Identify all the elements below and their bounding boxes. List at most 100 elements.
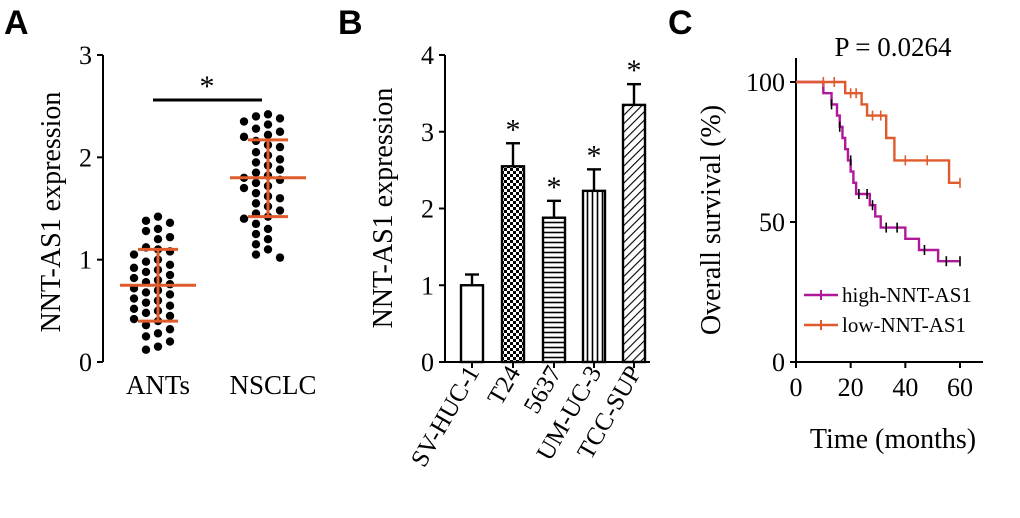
panel-a-point	[165, 232, 175, 242]
panel-c-xtick-label: 0	[790, 373, 803, 402]
panel-b-significance-star: *	[547, 171, 562, 204]
legend-high-label: high-NNT-AS1	[842, 283, 972, 307]
panel-c-xtick-label: 40	[892, 373, 918, 402]
panel-a-scatter: NNT-AS1 expression ANTs NSCLC * 0 1 2 3	[36, 41, 317, 400]
panel-a-point	[275, 127, 285, 136]
panel-a-ytick-label: 1	[79, 246, 92, 275]
panel-c-xtick-label: 20	[838, 373, 864, 402]
panel-a-point	[129, 263, 139, 273]
panel-a-point	[129, 273, 139, 283]
panel-a-point	[275, 142, 285, 152]
panel-a-ytick-label: 2	[79, 143, 92, 172]
panel-a-point	[165, 337, 175, 346]
panel-a-point	[129, 294, 139, 303]
panel-c-xtick-label: 60	[947, 373, 973, 402]
panel-a-point	[141, 267, 151, 277]
panel-a-point	[251, 219, 261, 229]
panel-a-point	[129, 304, 139, 313]
panel-a-point	[141, 345, 151, 354]
panel-a-point	[141, 332, 151, 341]
panel-b-bar: NNT-AS1 expression 01234SV-HUC-1*T24*563…	[368, 41, 650, 472]
panel-b-xtick-label: SV-HUC-1	[406, 362, 485, 472]
panel-a-point	[165, 311, 175, 321]
panel-b-ytick-label: 3	[421, 118, 434, 147]
panel-a-point	[251, 178, 261, 188]
panel-b-bar-4	[581, 189, 607, 364]
panel-a-point	[141, 308, 151, 318]
panel-a-point	[263, 235, 273, 244]
panel-a-point	[141, 226, 151, 236]
panel-a-point	[165, 260, 175, 269]
panel-a-point	[153, 224, 163, 234]
panel-a-point	[153, 329, 163, 338]
panel-a-ylabel: NNT-AS1 expression	[36, 92, 67, 333]
panel-b-bar-2	[500, 165, 526, 364]
panel-b-letter: B	[338, 4, 363, 42]
panel-b-ytick-label: 0	[421, 348, 434, 377]
panel-b-ylabel: NNT-AS1 expression	[368, 88, 399, 329]
panel-a-point	[141, 257, 151, 266]
panel-a-point	[263, 120, 273, 129]
panel-a-point	[251, 240, 261, 249]
panel-c-xlabel: Time (months)	[810, 424, 976, 455]
panel-a-point	[275, 114, 285, 123]
panel-a-point	[275, 155, 285, 164]
panel-b-bar-1	[459, 284, 485, 364]
panel-a-point	[251, 112, 261, 121]
panel-a-point	[141, 320, 151, 330]
panel-a-point	[239, 183, 249, 193]
panel-c-survival: P = 0.0264 Overall survival (%) Time (mo…	[696, 32, 983, 455]
panel-a-point	[251, 199, 261, 208]
panel-b-bar-5	[621, 103, 647, 364]
legend-low-label: low-NNT-AS1	[842, 313, 966, 337]
panel-a-point	[239, 132, 249, 142]
panel-a-point	[153, 342, 163, 351]
panel-a-point	[251, 124, 261, 133]
panel-a-point	[251, 168, 261, 177]
panel-a-point	[129, 250, 139, 259]
panel-a-point	[165, 270, 175, 280]
panel-a-point	[165, 325, 175, 334]
panel-a-letter: A	[4, 4, 29, 42]
panel-a-point	[251, 148, 261, 157]
panel-a-point	[275, 253, 285, 262]
panel-c-letter: C	[668, 4, 693, 42]
panel-a-point	[263, 110, 273, 119]
panel-c-pvalue: P = 0.0264	[835, 32, 952, 62]
panel-a-point	[263, 224, 273, 234]
panel-a-point	[239, 117, 249, 126]
panel-b-bar-3	[541, 216, 567, 364]
panel-a-point	[141, 288, 151, 297]
panel-b-ytick-label: 1	[421, 271, 434, 300]
panel-c-ytick-label: 100	[746, 68, 785, 97]
panel-c-curve-low-nnt-as1	[796, 80, 960, 185]
panel-a-ytick-label: 0	[79, 348, 92, 377]
panel-a-point	[141, 216, 151, 225]
panel-a-point	[251, 250, 261, 259]
panel-a-point	[153, 212, 163, 221]
panel-a-point	[165, 218, 175, 228]
panel-a-xlabel-ants: ANTs	[126, 370, 190, 400]
panel-a-point	[275, 206, 285, 215]
panel-a-point	[239, 214, 249, 223]
panel-c-curve-high-nnt-as1	[796, 80, 960, 263]
panel-a-point	[129, 314, 139, 324]
panel-b-significance-star: *	[506, 113, 521, 146]
panel-a-point	[165, 301, 175, 310]
panel-a-point	[153, 235, 163, 244]
panel-a-point	[275, 194, 285, 203]
panel-a-point	[251, 158, 261, 167]
panel-a-point	[165, 290, 175, 299]
panel-b-ytick-label: 2	[421, 195, 434, 224]
panel-a-point	[263, 245, 273, 254]
panel-a-point	[251, 229, 261, 239]
panel-a-significance-star: *	[200, 70, 215, 103]
panel-a-point	[275, 165, 285, 174]
panel-c-ylabel: Overall survival (%)	[696, 105, 727, 335]
panel-a-point	[251, 188, 261, 198]
panel-a-xlabel-nsclc: NSCLC	[229, 370, 316, 400]
panel-a-point	[263, 130, 273, 140]
panel-c-ytick-label: 50	[759, 208, 785, 237]
panel-b-significance-star: *	[627, 54, 642, 87]
